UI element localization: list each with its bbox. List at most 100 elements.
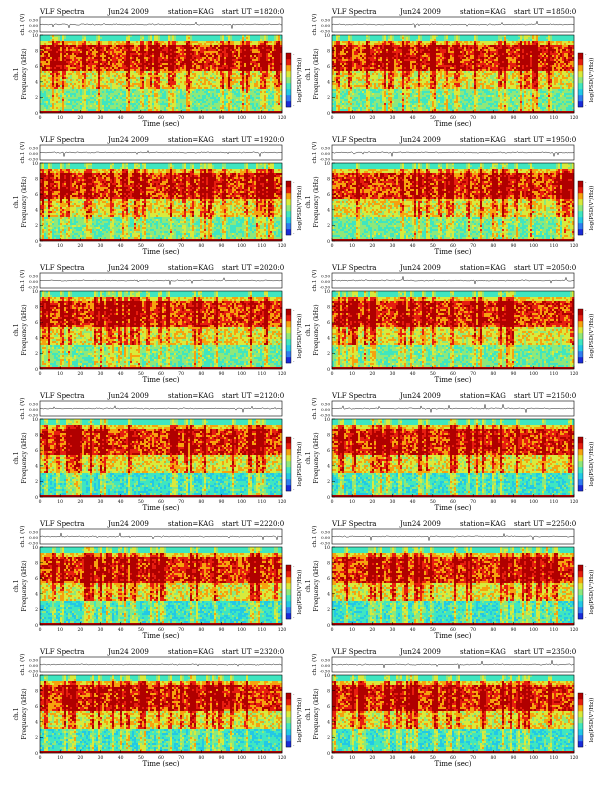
colorbar-swatch — [578, 711, 583, 717]
channel-label: ch.1 — [13, 708, 20, 721]
colorbar-label: log(PSD(V²/Hz)) — [296, 570, 303, 615]
y-tick-label: 4 — [327, 208, 330, 214]
colorbar-tick-label: - — [585, 487, 587, 492]
colorbar-tick-label: - — [293, 436, 295, 441]
colorbar-label: log(PSD(V²/Hz)) — [296, 314, 303, 359]
y-axis-label: Frequency (kHz) — [313, 176, 320, 227]
colorbar-tick-label: - — [585, 103, 587, 108]
waveform-y-label: ch.1 (V) — [19, 398, 26, 420]
panel-start-time: start UT =2350:0 — [514, 648, 576, 656]
panel-title: VLF Spectra — [331, 8, 376, 16]
panel-date: Jun24 2009 — [399, 8, 441, 16]
panel-station: station=KAG — [460, 136, 506, 144]
colorbar-swatch — [578, 443, 583, 449]
waveform-tick-label: 0.50 — [29, 530, 38, 535]
colorbar-label: log(PSD(V²/Hz)) — [296, 442, 303, 487]
x-tick-label: 100 — [529, 371, 538, 377]
spectrogram — [332, 547, 574, 625]
y-tick-label: 4 — [35, 336, 38, 342]
x-tick-label: 10 — [57, 243, 63, 249]
panel-station: station=KAG — [460, 520, 506, 528]
colorbar-swatch — [286, 595, 291, 601]
y-tick-label: 10 — [32, 545, 38, 551]
x-axis-label: Time (sec) — [142, 504, 179, 512]
y-tick-label: 10 — [324, 33, 330, 39]
y-tick-label: 6 — [327, 192, 330, 198]
x-tick-label: 120 — [278, 371, 287, 377]
y-tick-label: 10 — [324, 545, 330, 551]
colorbar-tick-label: - — [585, 615, 587, 620]
colorbar-swatch — [578, 571, 583, 577]
colorbar-swatch — [286, 577, 291, 583]
x-tick-label: 10 — [349, 755, 355, 761]
colorbar-swatch — [578, 327, 583, 333]
x-tick-label: 30 — [98, 371, 104, 377]
x-tick-label: 80 — [198, 115, 204, 121]
y-tick-label: 8 — [35, 304, 38, 310]
y-tick-label: 8 — [327, 304, 330, 310]
vlf-panel: VLF Spectra Jun24 2009 station=KAG start UT… — [13, 264, 303, 384]
colorbar-swatch — [578, 345, 583, 351]
colorbar-swatch — [286, 229, 291, 235]
colorbar-tick-label: - — [585, 692, 587, 697]
waveform-y-label: ch.1 (V) — [311, 270, 318, 292]
y-tick-label: 8 — [35, 432, 38, 438]
colorbar-tick-label: - — [585, 180, 587, 185]
x-tick-label: 0 — [39, 627, 42, 633]
waveform-tick-label: -0.50 — [320, 669, 331, 674]
colorbar-swatch — [286, 711, 291, 717]
x-tick-label: 30 — [98, 627, 104, 633]
colorbar-swatch — [286, 351, 291, 357]
x-tick-label: 10 — [57, 755, 63, 761]
colorbar-swatch — [286, 315, 291, 321]
y-tick-label: 4 — [327, 336, 330, 342]
x-tick-label: 100 — [529, 627, 538, 633]
x-tick-label: 30 — [390, 627, 396, 633]
waveform-tick-label: -0.50 — [28, 541, 39, 546]
x-tick-label: 10 — [57, 627, 63, 633]
x-axis-label: Time (sec) — [142, 120, 179, 128]
vlf-panel: VLF Spectra Jun24 2009 station=KAG start UT… — [305, 392, 595, 512]
x-tick-label: 10 — [349, 499, 355, 505]
y-tick-label: 10 — [32, 417, 38, 423]
x-axis-label: Time (sec) — [434, 120, 471, 128]
x-tick-label: 110 — [258, 499, 267, 505]
y-tick-label: 6 — [35, 576, 38, 582]
waveform-tick-label: 0.50 — [321, 658, 330, 663]
x-tick-label: 80 — [490, 115, 496, 121]
colorbar-tick-label: - — [585, 359, 587, 364]
y-tick-label: 10 — [324, 673, 330, 679]
vlf-panel: VLF Spectra Jun24 2009 station=KAG start UT… — [13, 520, 303, 640]
colorbar-swatch — [578, 217, 583, 223]
waveform-y-label: ch.1 (V) — [19, 14, 26, 36]
waveform-tick-label: -0.50 — [320, 285, 331, 290]
waveform-tick-label: -0.50 — [320, 541, 331, 546]
x-tick-label: 110 — [550, 371, 559, 377]
colorbar-label: log(PSD(V²/Hz)) — [296, 186, 303, 231]
colorbar-label: log(PSD(V²/Hz)) — [588, 570, 595, 615]
panel-date: Jun24 2009 — [107, 392, 149, 400]
x-tick-label: 20 — [77, 243, 83, 249]
waveform-tick-label: 0.50 — [29, 402, 38, 407]
x-tick-label: 80 — [198, 755, 204, 761]
colorbar-tick-label: - — [293, 615, 295, 620]
y-tick-label: 2 — [327, 351, 330, 357]
panel-start-time: start UT =2320:0 — [222, 648, 284, 656]
colorbar-tick-label: - — [293, 103, 295, 108]
y-tick-label: 4 — [35, 592, 38, 598]
waveform-tick-label: -0.50 — [28, 669, 39, 674]
waveform-tick-label: -0.50 — [28, 157, 39, 162]
waveform-tick-label: 0.50 — [321, 146, 330, 151]
x-tick-label: 10 — [349, 371, 355, 377]
x-tick-label: 30 — [98, 115, 104, 121]
x-tick-label: 40 — [410, 243, 416, 249]
x-tick-label: 100 — [237, 371, 246, 377]
x-tick-label: 120 — [570, 627, 579, 633]
y-tick-label: 4 — [35, 720, 38, 726]
channel-label: ch.1 — [13, 68, 20, 81]
colorbar-swatch — [578, 229, 583, 235]
x-tick-label: 40 — [118, 627, 124, 633]
x-tick-label: 100 — [237, 499, 246, 505]
spectrogram — [332, 35, 574, 113]
